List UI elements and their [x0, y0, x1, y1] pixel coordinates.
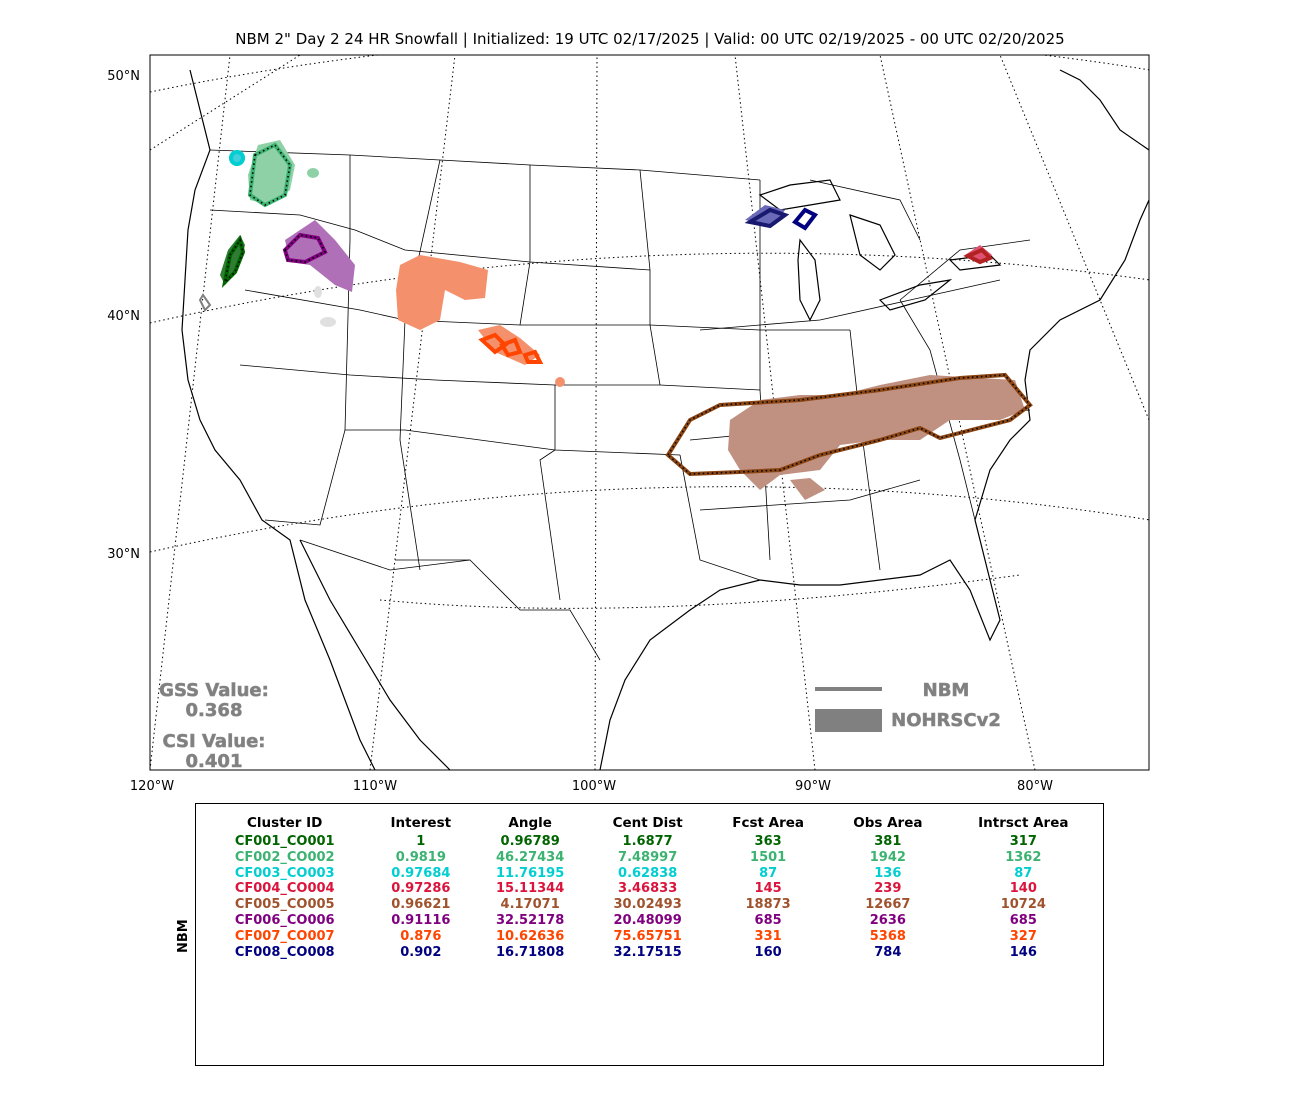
cell-fcst-area: 160: [754, 944, 782, 960]
cell-fcst-area: 18873: [745, 897, 791, 913]
coastline: [181, 69, 1149, 770]
lon-label-90: 90°W: [795, 779, 831, 794]
cell-intrsct-area: 146: [1009, 944, 1037, 960]
map-legend: NBM NOHRSCv2: [815, 680, 1001, 732]
table-row: CF007_CO007 0.876 10.62636 75.65751 331 5368 3…: [200, 929, 1100, 945]
cell-cent-dist: 7.48997: [618, 849, 678, 865]
csi-label: CSI Value:: [163, 731, 266, 752]
cell-intrsct-area: 685: [1009, 912, 1037, 928]
cell-cent-dist: 0.62838: [618, 865, 678, 881]
cell-angle: 0.96789: [500, 834, 560, 849]
cell-angle: 11.76195: [496, 865, 565, 881]
cell-angle: 16.71808: [496, 944, 565, 960]
stats-table-box: [195, 803, 1104, 1066]
header-intrsct-area: Intrsct Area: [978, 815, 1069, 831]
cell-angle: 32.52178: [496, 912, 565, 928]
cell-angle: 10.62636: [496, 928, 565, 944]
cell-interest: 0.9819: [395, 849, 446, 865]
lat-label-30: 30°N: [107, 547, 140, 562]
table-side-label: NBM: [176, 919, 191, 953]
cell-intrsct-area: 140: [1009, 881, 1037, 897]
legend-nohrsc-label: NOHRSCv2: [891, 710, 1001, 731]
cell-angle: 15.11344: [496, 881, 565, 897]
cell-cluster-id: CF003_CO003: [234, 865, 335, 881]
csi-value: 0.401: [186, 751, 243, 772]
table-row: CF001_CO001 1 0.96789 1.6877 363 381 317: [200, 834, 1100, 850]
cell-interest: 0.902: [400, 944, 442, 960]
cluster-stats-table: Cluster ID Interest Angle Cent Dist Fcst…: [200, 815, 1100, 960]
cell-cluster-id: CF008_CO008: [234, 944, 335, 960]
header-angle: Angle: [508, 815, 552, 831]
cell-interest: 0.876: [400, 928, 442, 944]
snowfall-map: 50°N 40°N 30°N 120°W 110°W 100°W 90°W 80…: [107, 54, 1150, 794]
cell-cluster-id: CF002_CO002: [234, 849, 335, 865]
cell-fcst-area: 331: [754, 928, 782, 944]
cell-fcst-area: 685: [754, 912, 782, 928]
cell-intrsct-area: 10724: [1000, 897, 1046, 913]
cell-obs-area: 5368: [869, 928, 906, 944]
header-cent-dist: Cent Dist: [612, 815, 683, 831]
cell-cent-dist: 32.17515: [613, 944, 682, 960]
cell-angle: 4.17071: [500, 897, 560, 913]
cell-cent-dist: 20.48099: [613, 912, 682, 928]
cell-obs-area: 239: [874, 881, 902, 897]
table-row: CF003_CO003 0.97684 11.76195 0.62838 87 136 87: [200, 866, 1100, 882]
header-fcst-area: Fcst Area: [732, 815, 805, 831]
cell-cluster-id: CF001_CO001: [234, 834, 335, 849]
table-row: CF002_CO002 0.9819 46.27434 7.48997 1501 1942…: [200, 850, 1100, 866]
cell-interest: 0.91116: [391, 912, 451, 928]
cell-angle: 46.27434: [496, 849, 565, 865]
lat-label-50: 50°N: [107, 69, 140, 84]
cell-cent-dist: 3.46833: [618, 881, 678, 897]
cell-obs-area: 381: [874, 834, 902, 849]
cell-intrsct-area: 327: [1009, 928, 1037, 944]
cell-cluster-id: CF004_CO004: [234, 881, 335, 897]
cell-cent-dist: 30.02493: [613, 897, 682, 913]
table-row: CF004_CO004 0.97286 15.11344 3.46833 145 239 1…: [200, 881, 1100, 897]
cell-obs-area: 2636: [869, 912, 906, 928]
cell-cent-dist: 1.6877: [622, 834, 673, 849]
legend-nbm-label: NBM: [923, 680, 970, 701]
cell-cluster-id: CF006_CO006: [234, 912, 335, 928]
cell-cent-dist: 75.65751: [613, 928, 682, 944]
cell-interest: 0.96621: [391, 897, 451, 913]
cell-cluster-id: CF005_CO005: [234, 897, 335, 913]
cell-intrsct-area: 317: [1009, 834, 1037, 849]
forecast-outline-dots: [223, 143, 1032, 475]
cell-interest: 0.97286: [391, 881, 451, 897]
lat-label-40: 40°N: [107, 309, 140, 324]
cell-obs-area: 784: [874, 944, 902, 960]
gss-label: GSS Value:: [159, 680, 269, 701]
cell-fcst-area: 145: [754, 881, 782, 897]
cell-interest: 1: [416, 834, 426, 849]
cell-obs-area: 12667: [865, 897, 911, 913]
cell-fcst-area: 363: [754, 834, 782, 849]
lon-label-110: 110°W: [353, 779, 397, 794]
cell-fcst-area: 87: [759, 865, 778, 881]
lon-label-100: 100°W: [572, 779, 616, 794]
cell-interest: 0.97684: [391, 865, 451, 881]
cell-intrsct-area: 87: [1014, 865, 1033, 881]
map-title: NBM 2" Day 2 24 HR Snowfall | Initialize…: [235, 30, 1065, 48]
cell-intrsct-area: 1362: [1005, 849, 1042, 865]
table-row: CF006_CO006 0.91116 32.52178 20.48099 685 263…: [200, 913, 1100, 929]
lon-label-80: 80°W: [1017, 779, 1053, 794]
legend-fill-swatch: [815, 709, 882, 732]
table-row: CF005_CO005 0.96621 4.17071 30.02493 18873 12…: [200, 897, 1100, 913]
cell-obs-area: 1942: [869, 849, 906, 865]
header-obs-area: Obs Area: [853, 815, 923, 831]
gss-value: 0.368: [186, 700, 243, 721]
cell-fcst-area: 1501: [750, 849, 787, 865]
table-header-row: Cluster ID Interest Angle Cent Dist Fcst…: [200, 815, 1100, 834]
header-cluster-id: Cluster ID: [247, 815, 323, 831]
cell-obs-area: 136: [874, 865, 902, 881]
table-row: CF008_CO008 0.902 16.71808 32.17515 160 784 14…: [200, 945, 1100, 961]
cell-cluster-id: CF007_CO007: [234, 928, 335, 944]
header-interest: Interest: [390, 815, 452, 831]
lon-label-120: 120°W: [130, 779, 174, 794]
